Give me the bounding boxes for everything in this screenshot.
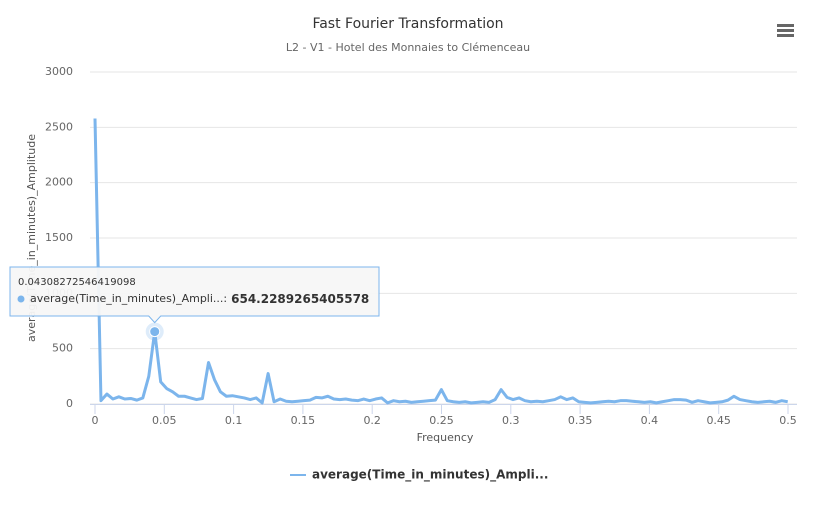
x-tick-label: 0.2 [363,414,381,427]
y-tick-label: 0 [66,397,73,410]
y-tick-label: 1500 [45,231,73,244]
legend-label: average(Time_in_minutes)_Ampli... [312,468,548,483]
hover-point [149,326,161,338]
tooltip-box [9,266,380,324]
y-tick-label: 3000 [45,65,73,78]
x-tick-label: 0.1 [225,414,243,427]
y-tick-label: 2000 [45,176,73,189]
x-axis-title: Frequency [417,431,474,444]
data-line [93,118,788,405]
menu-button[interactable] [776,22,796,40]
x-tick-label: 0.5 [779,414,797,427]
x-tick-label: 0.15 [291,414,316,427]
tooltip-series: average(Time_in_minutes)_Ampli...: [30,292,227,305]
menu-bar [777,24,794,27]
y-tick-label: 500 [52,342,73,355]
chart-title: Fast Fourier Transformation [312,16,503,32]
menu-bar [777,29,794,32]
x-tick-label: 0.25 [429,414,454,427]
x-tick-label: 0 [92,414,99,427]
y-tick-label: 2500 [45,120,73,133]
x-tick-label: 0.3 [502,414,520,427]
x-tick-label: 0.05 [152,414,177,427]
tooltip-value: 654.2289265405578 [231,292,369,306]
tooltip-header: 0.04308272546419098 [18,277,136,288]
menu-bar [777,34,794,37]
tooltip-line: average(Time_in_minutes)_Ampli...: 654.22… [30,292,369,306]
legend-item[interactable]: average(Time_in_minutes)_Ampli... [290,468,548,483]
chart-subtitle: L2 - V1 - Hotel des Monnaies to Clémence… [286,41,530,54]
x-tick-label: 0.45 [706,414,731,427]
tooltip-dot [17,295,25,303]
x-tick-label: 0.35 [568,414,593,427]
tooltip: 0.04308272546419098 average(Time_in_minut… [9,266,380,324]
x-tick-label: 0.4 [641,414,659,427]
